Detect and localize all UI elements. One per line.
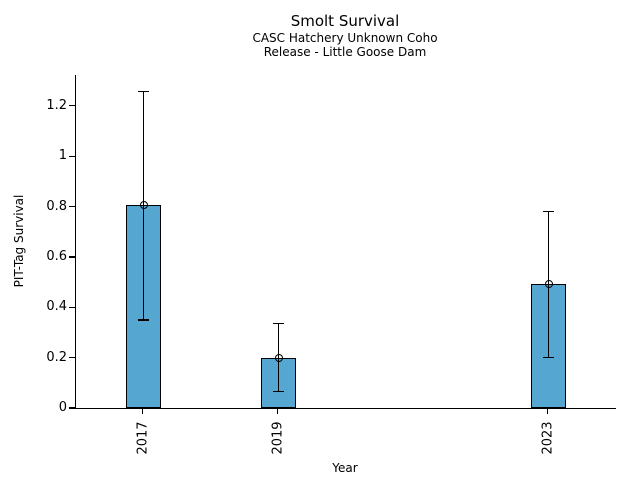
y-tick-mark xyxy=(69,357,75,359)
x-tick-mark xyxy=(276,408,279,414)
errorbar-cap-top-2023 xyxy=(543,210,554,213)
y-tick-mark xyxy=(69,407,75,409)
y-tick-mark xyxy=(69,205,75,208)
y-tick-label: 1 xyxy=(58,148,67,164)
errorbar-cap-top-2019 xyxy=(273,322,284,325)
errorbar-cap-bottom-2017 xyxy=(138,319,149,321)
x-tick-mark xyxy=(141,408,144,414)
point-marker-2017 xyxy=(139,201,148,210)
y-tick-mark xyxy=(69,105,75,107)
x-tick-label: 2023 xyxy=(540,421,555,455)
y-tick-label: 0.6 xyxy=(46,248,67,264)
y-tick-mark xyxy=(69,306,75,308)
y-tick-label: 0.2 xyxy=(46,349,67,365)
plot-area xyxy=(75,75,616,409)
chart-subtitle-line1: CASC Hatchery Unknown Coho xyxy=(252,31,438,45)
point-marker-2023 xyxy=(544,279,553,288)
errorbar-cap-top-2017 xyxy=(138,90,149,93)
point-marker-2019 xyxy=(274,354,283,363)
y-tick-mark xyxy=(69,256,75,258)
x-axis-label: Year xyxy=(332,461,358,475)
x-tick-label: 2019 xyxy=(270,421,285,455)
errorbar-cap-bottom-2019 xyxy=(273,390,284,393)
chart-title: Smolt Survival xyxy=(290,12,400,30)
y-tick-mark xyxy=(69,155,75,157)
chart-subtitle-line2: Release - Little Goose Dam xyxy=(263,45,427,59)
y-tick-label: 1.2 xyxy=(46,97,67,113)
y-tick-label: 0.8 xyxy=(46,198,67,214)
errorbar-cap-bottom-2023 xyxy=(543,356,554,359)
y-tick-label: 0.4 xyxy=(46,299,67,315)
x-tick-label: 2017 xyxy=(135,421,150,455)
y-tick-label: 0 xyxy=(58,400,67,415)
x-tick-mark xyxy=(546,408,549,414)
